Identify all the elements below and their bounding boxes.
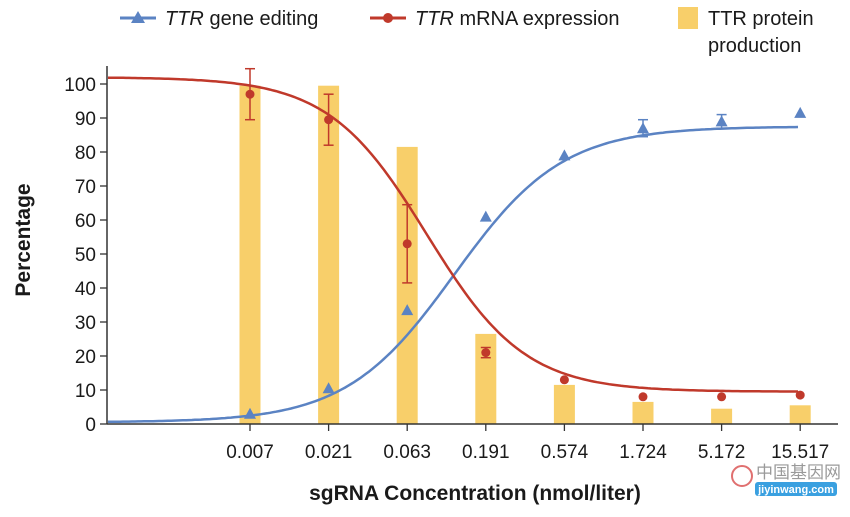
legend-marker bbox=[131, 11, 145, 23]
legend-label-line: TTR protein bbox=[708, 8, 814, 30]
data-point bbox=[322, 382, 335, 394]
data-point bbox=[795, 390, 805, 400]
y-tick-labels: 0 10 20 30 40 50 60 70 80 90 100 bbox=[64, 75, 96, 436]
bar bbox=[396, 146, 418, 424]
y-tick-label: 30 bbox=[75, 313, 96, 334]
y-tick-label: 100 bbox=[64, 75, 96, 96]
legend-label-part: gene editing bbox=[204, 8, 319, 30]
legend-label-part: TTR bbox=[165, 8, 204, 30]
data-point bbox=[481, 348, 491, 358]
data-point bbox=[401, 304, 414, 316]
bar bbox=[475, 333, 497, 424]
watermark-url: jiyinwang.com bbox=[757, 484, 834, 496]
legend-label-part: mRNA expression bbox=[454, 8, 620, 30]
x-tick-label: 5.172 bbox=[698, 442, 746, 463]
watermark-url-bg bbox=[755, 482, 837, 496]
data-point bbox=[402, 239, 412, 249]
axes bbox=[100, 66, 838, 431]
x-axis-title: sgRNA Concentration (nmol/liter) bbox=[309, 482, 641, 505]
legend-marker bbox=[383, 13, 393, 23]
data-point bbox=[245, 89, 255, 99]
legend-bar-swatch bbox=[678, 7, 698, 29]
bar bbox=[318, 85, 340, 424]
legend-label-line: production bbox=[708, 35, 801, 57]
bar-series bbox=[239, 85, 811, 424]
x-tick-label: 0.021 bbox=[305, 442, 353, 463]
y-tick-label: 90 bbox=[75, 109, 96, 130]
data-point bbox=[717, 392, 727, 402]
data-point bbox=[715, 115, 728, 127]
y-tick-label: 50 bbox=[75, 245, 96, 266]
x-tick-label: 15.517 bbox=[771, 442, 829, 463]
bar bbox=[553, 384, 575, 424]
data-point bbox=[638, 392, 648, 402]
y-tick-label: 70 bbox=[75, 177, 96, 198]
bar bbox=[711, 408, 733, 424]
bar bbox=[239, 85, 261, 424]
data-point bbox=[558, 149, 571, 161]
watermark-text: 中国基因网 bbox=[756, 463, 841, 482]
x-tick-label: 0.007 bbox=[226, 442, 274, 463]
watermark-logo-icon bbox=[731, 465, 753, 487]
y-tick-label: 60 bbox=[75, 211, 96, 232]
data-point bbox=[794, 106, 807, 118]
data-markers bbox=[244, 89, 807, 419]
legend: TTR gene editing TTR mRNA expression TTR p… bbox=[120, 7, 814, 57]
bar bbox=[789, 405, 811, 424]
x-tick-labels: 0.007 0.021 0.063 0.191 0.574 1.724 5.172 15.51… bbox=[226, 442, 829, 463]
legend-label: TTR protein production bbox=[708, 8, 814, 57]
data-point bbox=[637, 122, 649, 134]
bar bbox=[632, 401, 654, 424]
y-axis-title: Percentage bbox=[12, 183, 35, 296]
legend-label-part: TTR bbox=[415, 8, 454, 30]
y-tick-label: 10 bbox=[75, 381, 96, 402]
fit-curves bbox=[108, 76, 799, 424]
watermark: 中国基因网 jiyinwang.com bbox=[731, 463, 841, 496]
data-point bbox=[559, 375, 569, 385]
data-point bbox=[244, 407, 256, 419]
legend-label: TTR gene editing bbox=[165, 8, 318, 30]
y-tick-label: 40 bbox=[75, 279, 96, 300]
x-tick-label: 0.191 bbox=[462, 442, 510, 463]
data-point bbox=[324, 115, 334, 125]
y-tick-label: 0 bbox=[85, 415, 96, 436]
y-tick-label: 80 bbox=[75, 143, 96, 164]
x-tick-label: 1.724 bbox=[619, 442, 667, 463]
legend-label: TTR mRNA expression bbox=[415, 8, 620, 30]
y-tick-label: 20 bbox=[75, 347, 96, 368]
data-point bbox=[479, 210, 492, 222]
x-tick-label: 0.574 bbox=[541, 442, 589, 463]
fit-curve bbox=[108, 76, 798, 393]
x-tick-label: 0.063 bbox=[383, 442, 431, 463]
